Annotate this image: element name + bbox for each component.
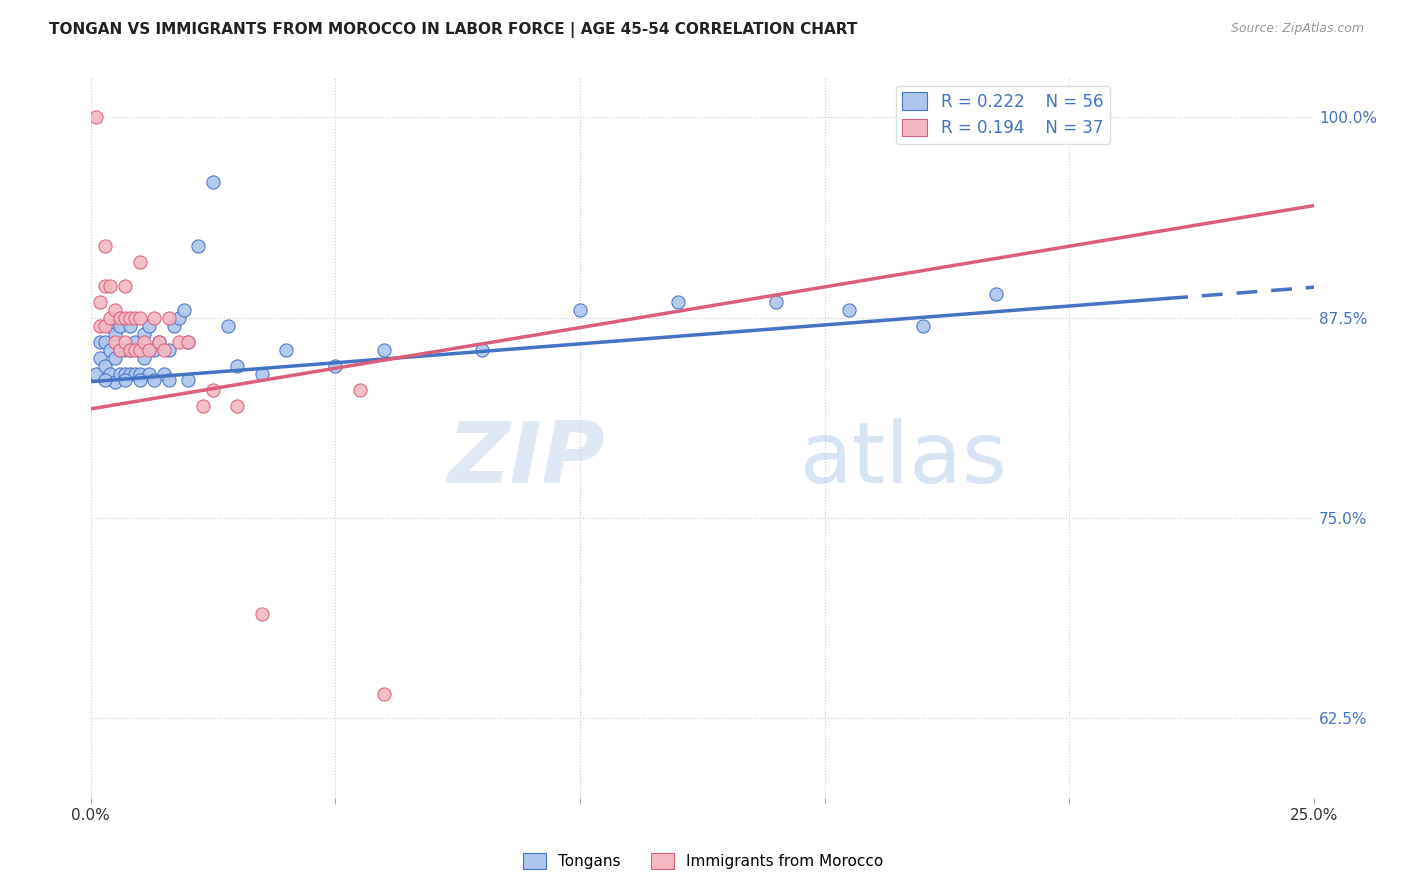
Point — [104, 375, 127, 389]
Point — [128, 343, 150, 357]
Point — [94, 373, 117, 387]
Point — [124, 343, 146, 357]
Point — [143, 310, 166, 325]
Point — [838, 302, 860, 317]
Point — [124, 367, 146, 381]
Point — [193, 399, 215, 413]
Point — [153, 343, 176, 357]
Point — [104, 334, 127, 349]
Point — [128, 373, 150, 387]
Point — [569, 302, 592, 317]
Point — [148, 334, 170, 349]
Point — [177, 373, 200, 387]
Point — [765, 294, 787, 309]
Point — [118, 343, 141, 357]
Point — [114, 343, 136, 357]
Point — [138, 343, 160, 357]
Point — [349, 383, 371, 397]
Point — [143, 343, 166, 357]
Point — [471, 343, 494, 357]
Point — [167, 310, 190, 325]
Point — [124, 334, 146, 349]
Point — [128, 310, 150, 325]
Point — [134, 351, 156, 365]
Point — [250, 607, 273, 621]
Point — [167, 334, 190, 349]
Point — [128, 367, 150, 381]
Point — [177, 334, 200, 349]
Point — [177, 334, 200, 349]
Point — [128, 254, 150, 268]
Point — [134, 334, 156, 349]
Point — [157, 343, 180, 357]
Legend: R = 0.222    N = 56, R = 0.194    N = 37: R = 0.222 N = 56, R = 0.194 N = 37 — [896, 86, 1109, 144]
Legend: Tongans, Immigrants from Morocco: Tongans, Immigrants from Morocco — [516, 847, 890, 875]
Point — [201, 175, 224, 189]
Point — [118, 318, 141, 333]
Point — [84, 367, 107, 381]
Point — [148, 334, 170, 349]
Point — [94, 278, 117, 293]
Point — [276, 343, 298, 357]
Point — [94, 359, 117, 373]
Point — [104, 351, 127, 365]
Point — [118, 343, 141, 357]
Point — [108, 367, 131, 381]
Point — [226, 359, 249, 373]
Point — [104, 326, 127, 341]
Point — [118, 310, 141, 325]
Point — [373, 343, 395, 357]
Point — [114, 310, 136, 325]
Point — [157, 373, 180, 387]
Point — [124, 310, 146, 325]
Point — [128, 343, 150, 357]
Text: ZIP: ZIP — [447, 417, 605, 501]
Point — [187, 238, 209, 252]
Point — [1059, 111, 1081, 125]
Point — [114, 373, 136, 387]
Point — [98, 310, 121, 325]
Point — [108, 318, 131, 333]
Point — [94, 334, 117, 349]
Point — [250, 367, 273, 381]
Point — [89, 351, 111, 365]
Point — [108, 310, 131, 325]
Point — [108, 343, 131, 357]
Text: Source: ZipAtlas.com: Source: ZipAtlas.com — [1230, 22, 1364, 36]
Point — [114, 367, 136, 381]
Point — [134, 326, 156, 341]
Point — [118, 367, 141, 381]
Point — [89, 334, 111, 349]
Point — [138, 318, 160, 333]
Point — [104, 302, 127, 317]
Point — [984, 286, 1007, 301]
Point — [114, 278, 136, 293]
Text: TONGAN VS IMMIGRANTS FROM MOROCCO IN LABOR FORCE | AGE 45-54 CORRELATION CHART: TONGAN VS IMMIGRANTS FROM MOROCCO IN LAB… — [49, 22, 858, 38]
Point — [163, 318, 186, 333]
Point — [84, 111, 107, 125]
Point — [201, 383, 224, 397]
Point — [153, 367, 176, 381]
Point — [138, 367, 160, 381]
Point — [217, 318, 239, 333]
Point — [143, 373, 166, 387]
Point — [98, 343, 121, 357]
Point — [373, 687, 395, 701]
Point — [98, 278, 121, 293]
Point — [666, 294, 689, 309]
Point — [89, 318, 111, 333]
Point — [108, 343, 131, 357]
Point — [226, 399, 249, 413]
Point — [157, 310, 180, 325]
Point — [114, 334, 136, 349]
Point — [98, 318, 121, 333]
Point — [323, 359, 346, 373]
Point — [94, 238, 117, 252]
Point — [98, 367, 121, 381]
Point — [89, 294, 111, 309]
Point — [173, 302, 195, 317]
Text: atlas: atlas — [800, 417, 1008, 501]
Point — [911, 318, 934, 333]
Point — [94, 318, 117, 333]
